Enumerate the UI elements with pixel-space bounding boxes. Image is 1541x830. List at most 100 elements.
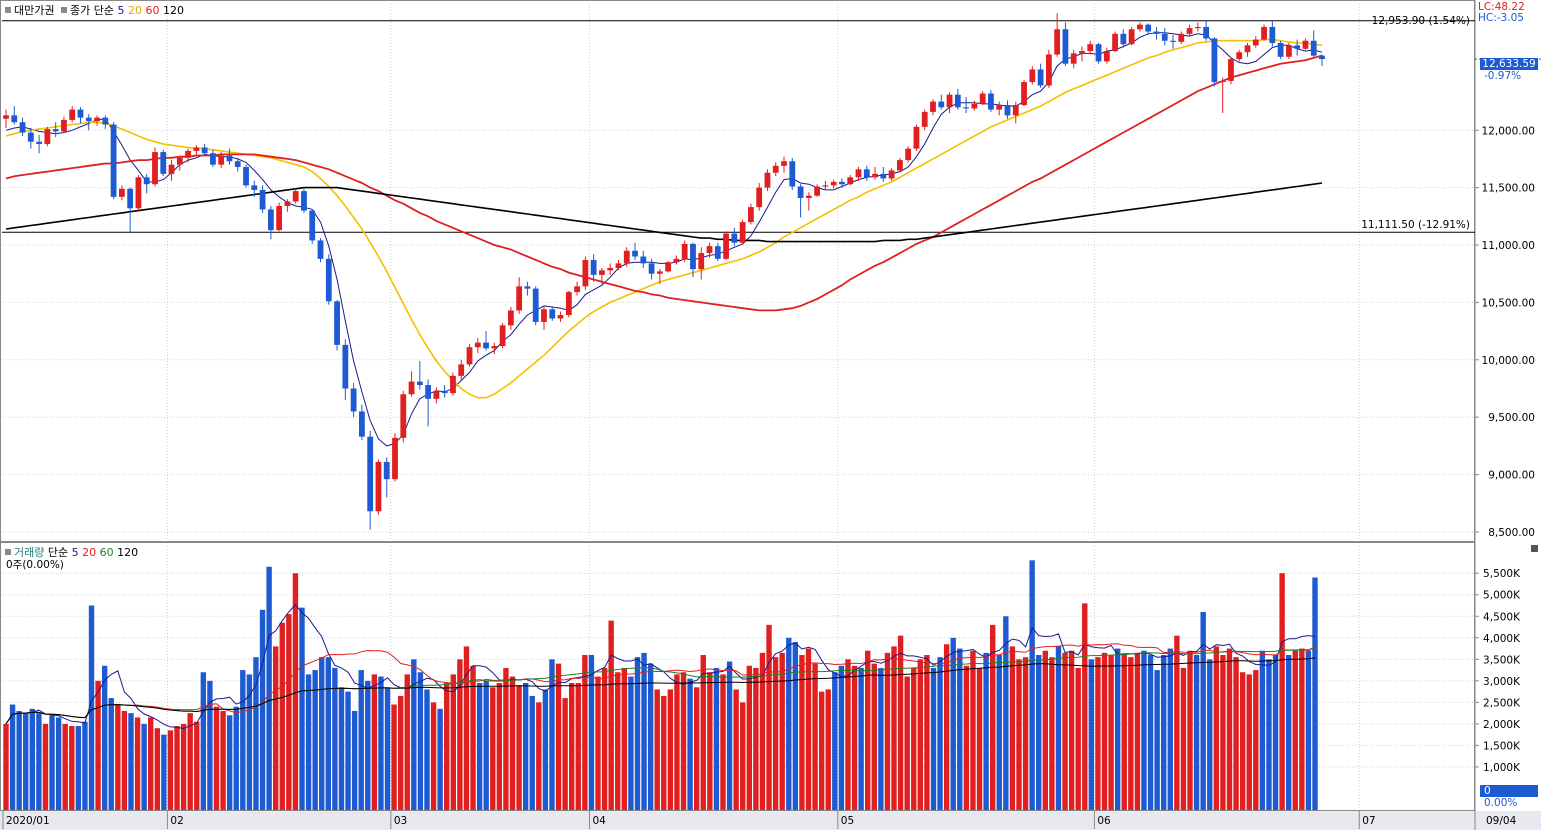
candle-body (276, 206, 283, 231)
vol-ma-period-60: 60 (99, 546, 114, 559)
candle-body (474, 342, 481, 348)
volume-bar (148, 717, 154, 810)
volume-tick-label: 3,500K (1483, 654, 1521, 666)
volume-bar (167, 730, 174, 810)
volume-bar (1003, 616, 1009, 810)
volume-bar (707, 672, 713, 810)
candle-body (979, 93, 986, 104)
volume-bar (641, 652, 647, 810)
candle-body (888, 170, 895, 179)
volume-bar (989, 624, 996, 810)
volume-bar (365, 680, 371, 810)
volume-bar (851, 665, 858, 810)
candle-body (210, 153, 216, 165)
volume-bar (1312, 577, 1318, 810)
month-label: 05 (841, 815, 854, 827)
volume-bar (904, 676, 910, 810)
volume-tick-label: 4,000K (1483, 633, 1521, 645)
volume-bar (536, 702, 542, 810)
volume-bar (1036, 655, 1042, 810)
candle-body (483, 342, 489, 349)
legend-square-icon (5, 7, 11, 13)
sma-20-line (5, 38, 1323, 399)
volume-bar (1213, 646, 1220, 810)
candle-body (954, 94, 961, 108)
candle-body (1070, 53, 1077, 64)
candle-body (714, 246, 721, 259)
volume-tick-label: 5,000K (1483, 590, 1521, 602)
candle-body (872, 173, 878, 178)
volume-bar (1220, 655, 1226, 810)
volume-name: 거래량 (14, 546, 45, 559)
candle-body (27, 132, 34, 142)
volume-bar (101, 665, 108, 810)
candle-body (77, 109, 84, 118)
candle-body (698, 253, 705, 270)
volume-bar (549, 659, 555, 810)
ma-period-120: 120 (162, 4, 184, 17)
volume-bar (654, 689, 660, 810)
volume-bar (332, 667, 338, 810)
candle-body (94, 117, 100, 122)
candle-body (1302, 40, 1309, 49)
sma-5-line (5, 32, 1323, 447)
volume-bar (141, 723, 147, 810)
volume-bar (963, 665, 970, 810)
candle-body (623, 250, 630, 264)
volume-bar (279, 622, 285, 810)
candle-body (1244, 45, 1251, 53)
candle-body (450, 375, 456, 394)
volume-bar (891, 646, 897, 810)
candle-body (160, 152, 167, 174)
candle-body (996, 105, 1003, 110)
candle-body (176, 157, 183, 165)
volume-bar (1246, 674, 1252, 810)
volume-bar (194, 721, 200, 810)
volume-bar (345, 691, 351, 810)
candle-body (1087, 44, 1094, 52)
volume-legend: 거래량 단순 5 20 60 120 (2, 544, 138, 560)
candle-body (1178, 33, 1185, 42)
candle-body (839, 181, 845, 185)
volume-bar (108, 698, 114, 810)
volume-bar (562, 698, 568, 810)
candle-body (201, 147, 208, 154)
volume-bar (1095, 657, 1101, 810)
volume-bar (937, 657, 943, 810)
volume-bars (3, 560, 1318, 810)
volume-bar (312, 670, 318, 810)
candle-body (1194, 26, 1201, 29)
candle-body (1112, 33, 1118, 52)
volume-bar (1154, 670, 1160, 810)
panel-close-icon[interactable] (1531, 545, 1538, 552)
volume-bar (23, 713, 29, 810)
price-tick-label: 9,000.00 (1488, 470, 1535, 482)
candle-body (334, 301, 340, 345)
volume-bar (1253, 670, 1259, 810)
volume-bar (1292, 650, 1298, 810)
candle-body (1120, 33, 1127, 45)
volume-bar (996, 655, 1002, 810)
month-label: 03 (394, 815, 407, 827)
volume-moving-averages (5, 603, 1316, 730)
volume-bar (121, 710, 128, 810)
candle-body (615, 263, 622, 268)
candle-body (1277, 43, 1284, 57)
volume-bar (911, 667, 917, 810)
vol-ma-period-5: 5 (71, 546, 79, 559)
volume-bar (1180, 667, 1187, 810)
candle-body (1054, 29, 1061, 55)
candle-body (574, 286, 580, 293)
candle-body (748, 207, 754, 223)
candle-body (383, 461, 390, 480)
volume-bar (1259, 650, 1266, 810)
candle-body (1037, 69, 1044, 86)
candle-body (466, 347, 473, 365)
candle-body (1186, 28, 1193, 34)
volume-bar (1272, 655, 1279, 810)
volume-bar (1009, 646, 1016, 810)
volume-bar (1108, 655, 1114, 810)
price-moving-averages (5, 32, 1323, 447)
candle-body (863, 169, 870, 178)
candle-body (36, 141, 43, 145)
